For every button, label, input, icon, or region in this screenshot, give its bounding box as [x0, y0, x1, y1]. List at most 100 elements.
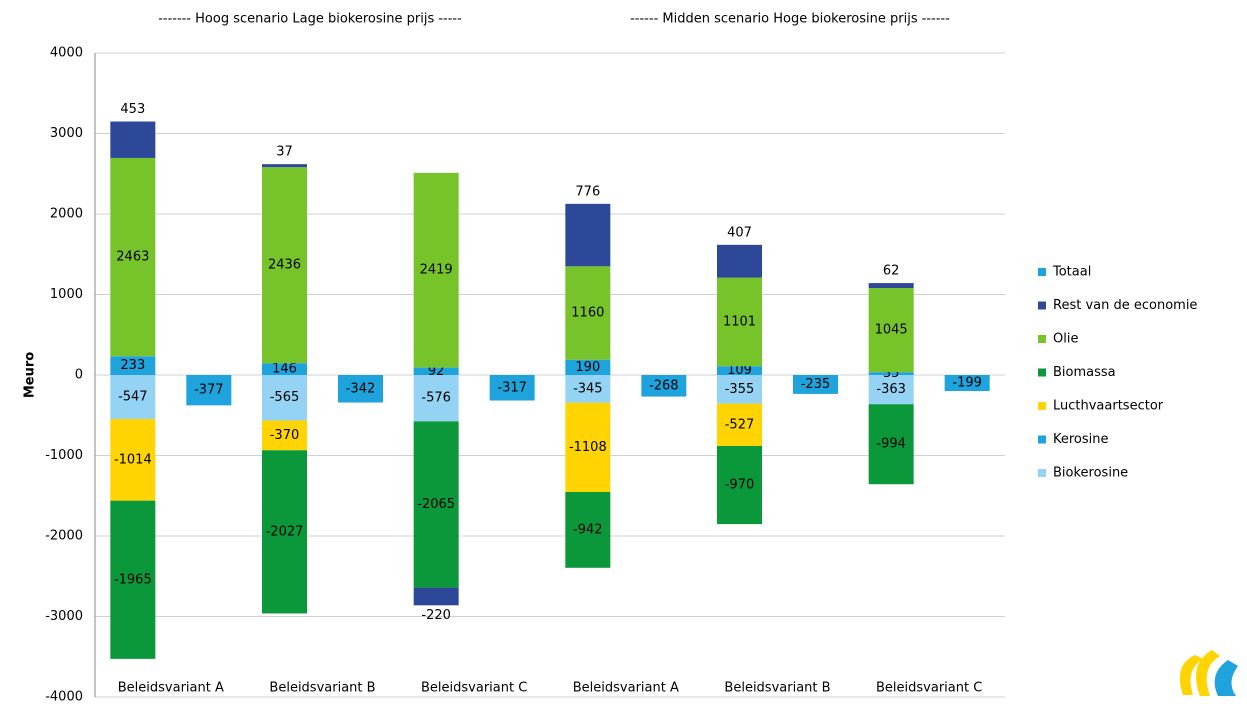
- legend-label: Olie: [1053, 332, 1078, 347]
- y-tick-label: 2000: [50, 207, 83, 222]
- y-tick-label: -1000: [45, 448, 83, 463]
- data-label: 62: [883, 264, 900, 279]
- legend-label: Biokerosine: [1053, 466, 1128, 481]
- data-label: 1101: [723, 314, 756, 329]
- data-label: -363: [876, 382, 906, 397]
- y-axis-label: Meuro: [23, 352, 38, 398]
- x-tick-label: Beleidsvariant A: [118, 681, 224, 696]
- data-label: -1965: [114, 572, 152, 587]
- legend-label: Kerosine: [1053, 432, 1109, 447]
- bar-segment: [868, 288, 914, 373]
- data-label: 2419: [420, 263, 453, 278]
- data-label: -994: [876, 437, 906, 452]
- data-label: 453: [120, 102, 145, 117]
- bar: [186, 375, 232, 406]
- bar: [641, 375, 687, 397]
- bar-segment: [565, 491, 611, 568]
- data-label: -317: [497, 380, 527, 395]
- data-label: -268: [649, 378, 679, 393]
- data-label: -345: [573, 381, 603, 396]
- bar-segment: [262, 450, 307, 614]
- bar-segment: [262, 167, 307, 364]
- legend-swatch: [1038, 469, 1046, 477]
- data-label: -942: [573, 522, 603, 537]
- bar-segment: [868, 404, 914, 485]
- bar-segment: [717, 366, 762, 375]
- data-label: -527: [725, 417, 755, 432]
- y-tick-label: 1000: [50, 287, 83, 302]
- bar-segment: [717, 375, 762, 404]
- bar-segment: [110, 419, 156, 501]
- y-tick-label: 0: [75, 368, 83, 383]
- bar-segment: [413, 172, 459, 368]
- bar-segment: [110, 121, 156, 158]
- legend-swatch: [1038, 435, 1046, 444]
- data-label: -576: [421, 391, 451, 406]
- bar-segment: [717, 244, 762, 278]
- data-label: -565: [270, 390, 300, 405]
- data-label: 2463: [116, 250, 149, 265]
- bar: [489, 375, 535, 401]
- bar-segment: [565, 375, 611, 403]
- data-label: -199: [952, 376, 982, 391]
- legend-swatch: [1038, 268, 1046, 276]
- data-label: -377: [194, 383, 224, 398]
- x-tick-label: Beleidsvariant C: [876, 681, 982, 696]
- data-label: -220: [421, 608, 451, 623]
- bar-segment: [262, 375, 307, 421]
- bar-segment: [262, 164, 307, 168]
- data-label: -547: [118, 390, 148, 405]
- y-tick-label: -2000: [45, 529, 83, 544]
- bar-segment: [413, 587, 459, 606]
- bar-segment: [565, 266, 611, 360]
- x-tick-label: Beleidsvariant A: [573, 681, 679, 696]
- bar-segment: [413, 375, 459, 422]
- data-label: -235: [801, 377, 831, 392]
- legend-swatch: [1038, 335, 1046, 343]
- bar-segment: [110, 500, 156, 659]
- data-label: -970: [725, 478, 755, 493]
- annotation: ------- Hoog scenario Lage biokerosine p…: [158, 12, 462, 27]
- legend-swatch: [1038, 402, 1046, 410]
- data-label: 1045: [875, 323, 908, 338]
- data-label: 109: [727, 363, 752, 378]
- bar-segment: [565, 203, 611, 267]
- data-label: 1160: [571, 306, 604, 321]
- bar-segment: [413, 367, 459, 375]
- bar: [338, 375, 383, 403]
- legend-label: Rest van de economie: [1053, 298, 1197, 313]
- data-label: 190: [575, 360, 600, 375]
- data-label: 233: [120, 358, 145, 373]
- bar-segment: [868, 375, 914, 405]
- legend-label: Lucthvaartsector: [1053, 399, 1164, 414]
- data-label: 776: [575, 184, 600, 199]
- data-label: -370: [270, 428, 300, 443]
- data-label: -1108: [569, 440, 607, 455]
- logo: [1179, 650, 1238, 696]
- annotation: ------ Midden scenario Hoge biokerosine …: [630, 12, 950, 27]
- bar-segment: [868, 283, 914, 289]
- bar-segment: [110, 157, 156, 357]
- x-tick-label: Beleidsvariant C: [421, 681, 527, 696]
- bar-segment: [565, 359, 611, 375]
- y-tick-label: -3000: [45, 609, 83, 624]
- data-label: -2027: [266, 524, 304, 539]
- bar-segment: [262, 420, 307, 451]
- data-label: 146: [272, 362, 297, 377]
- bar: [944, 375, 990, 392]
- bar: [793, 375, 838, 394]
- bar-segment: [110, 356, 156, 375]
- bar-segment: [868, 372, 914, 375]
- legend-swatch: [1038, 301, 1046, 310]
- legend-label: Totaal: [1052, 265, 1091, 280]
- legend-label: Biomassa: [1053, 365, 1116, 380]
- y-tick-label: 3000: [50, 126, 83, 141]
- data-label: -1014: [114, 452, 152, 467]
- data-label: -2065: [417, 497, 455, 512]
- bar-segment: [565, 402, 611, 492]
- x-tick-label: Beleidsvariant B: [269, 681, 375, 696]
- data-label: 407: [727, 225, 752, 240]
- bar-segment: [717, 277, 762, 367]
- data-label: 37: [276, 145, 293, 160]
